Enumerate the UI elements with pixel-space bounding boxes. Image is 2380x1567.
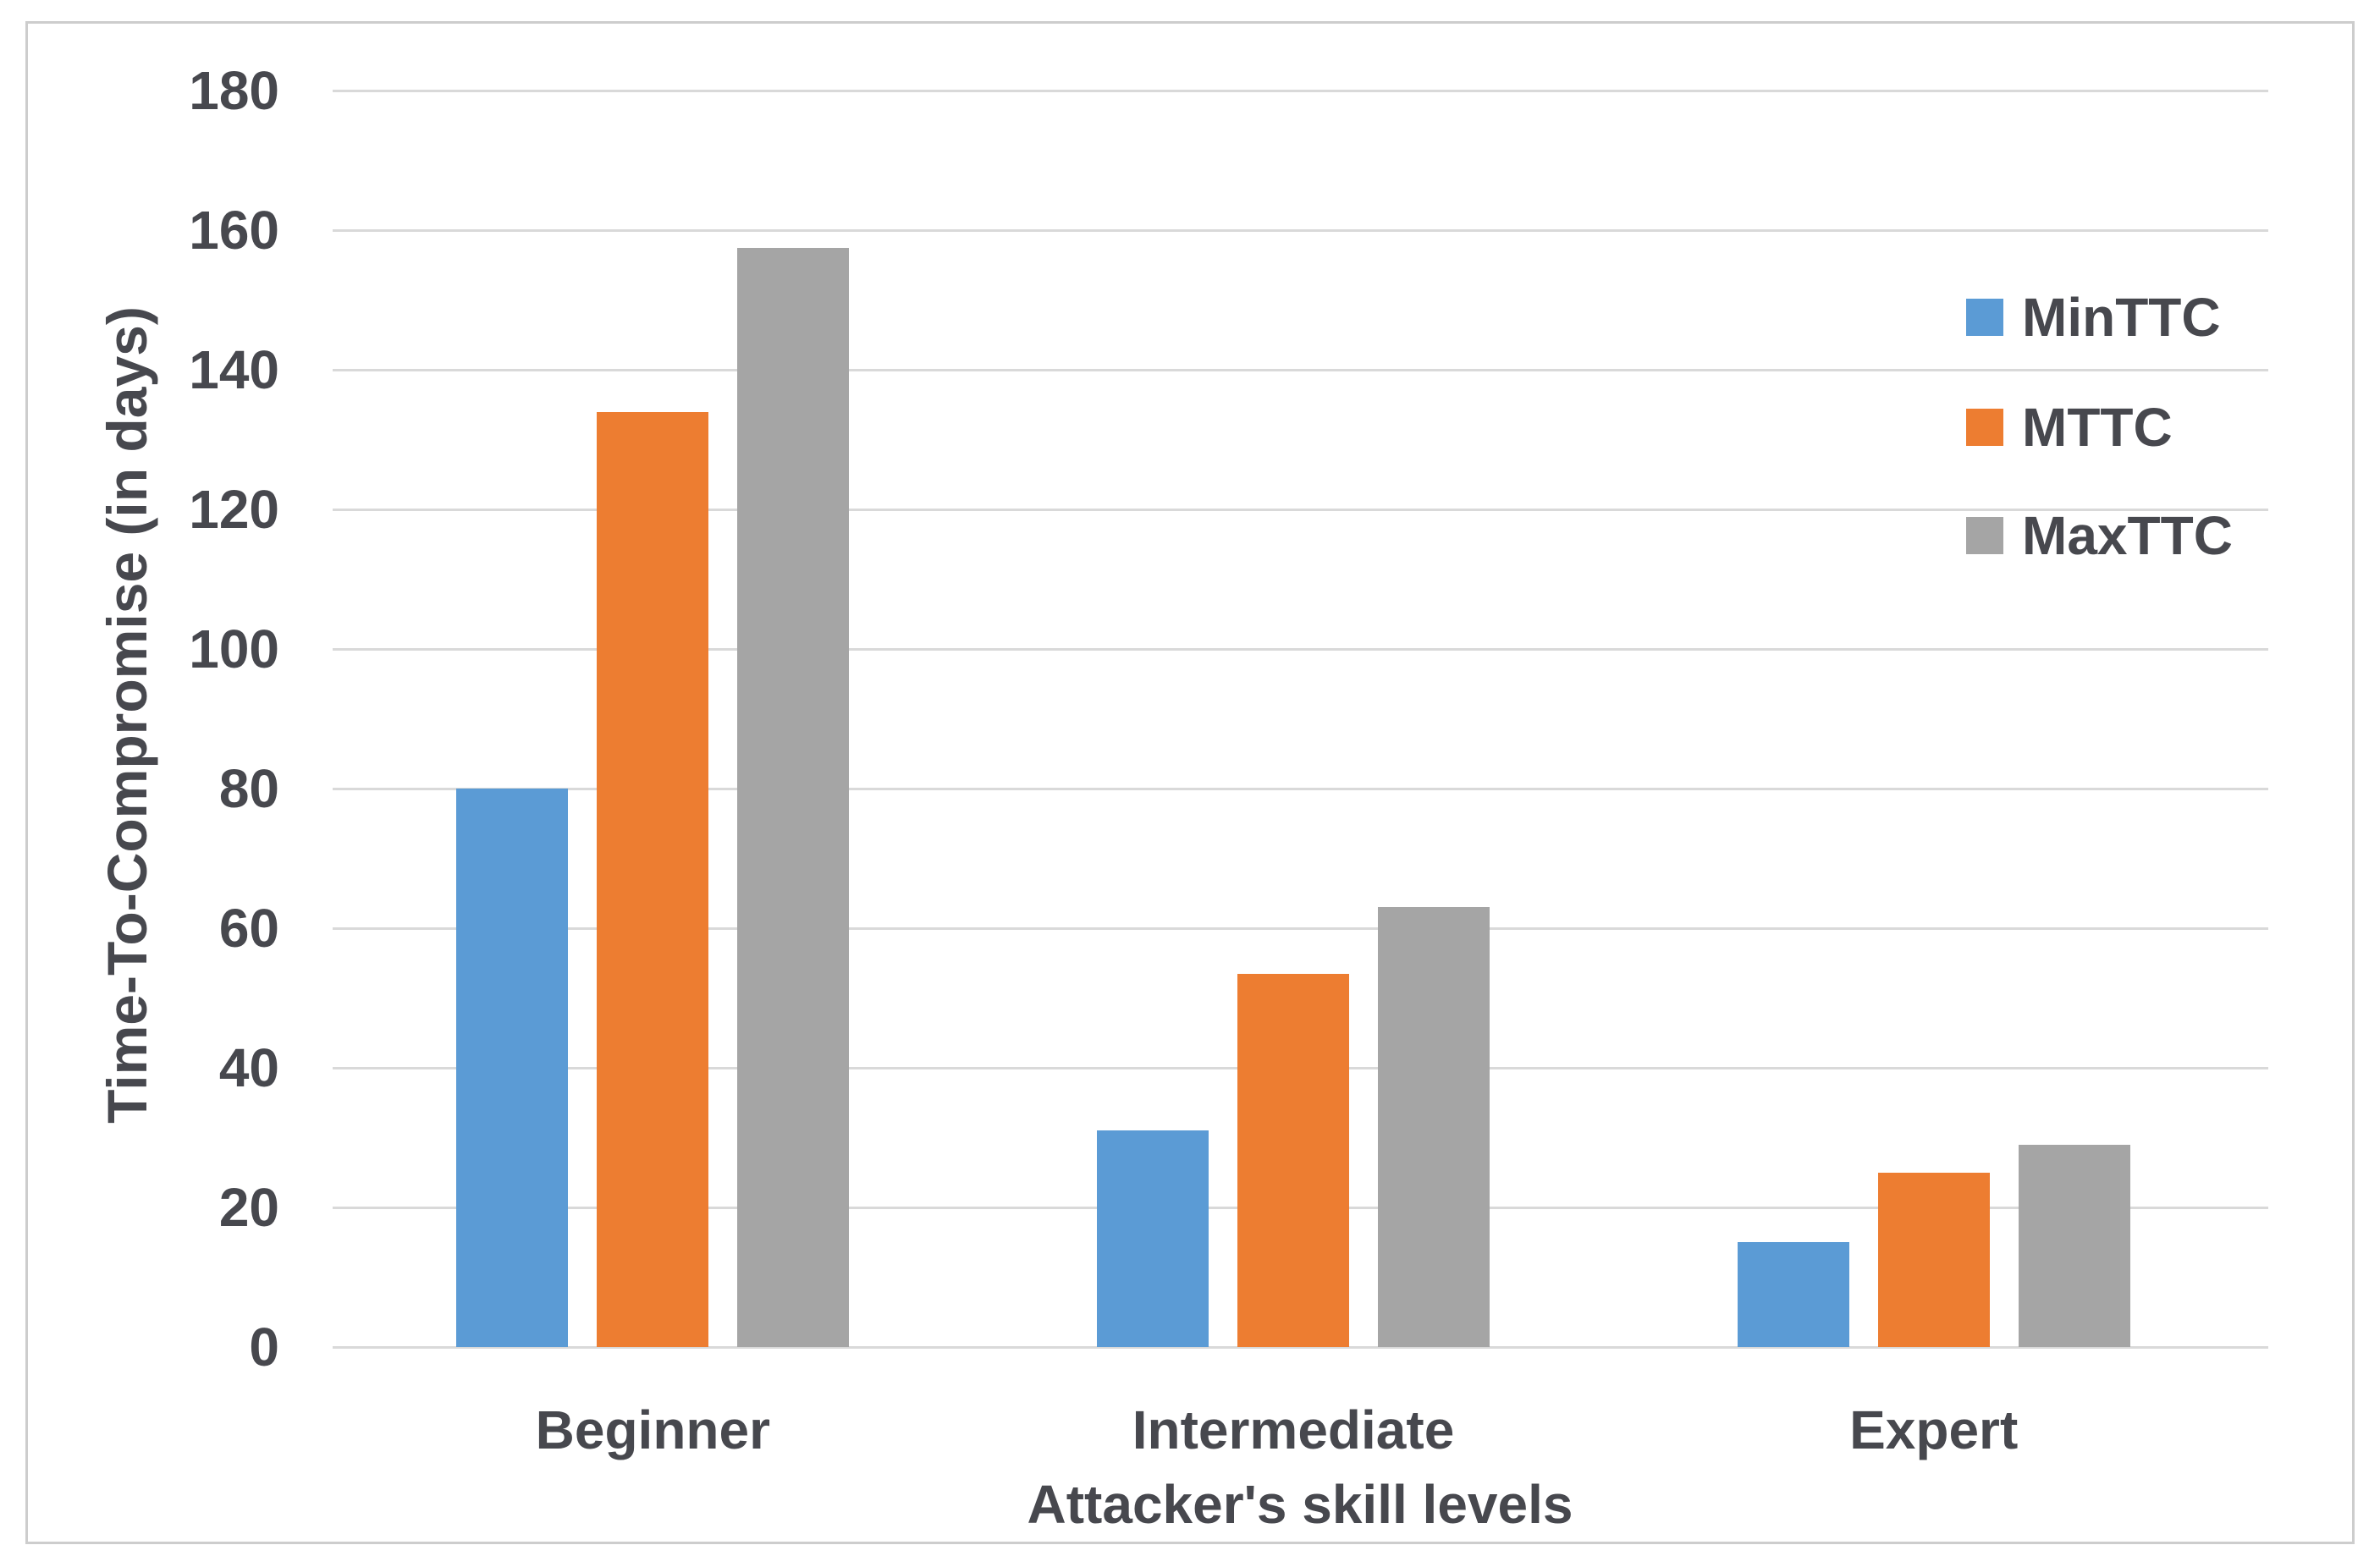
gridline-y-140	[333, 368, 2268, 371]
legend-label-mttc: MTTC	[2022, 397, 2173, 458]
x-tick-label-intermediate: Intermediate	[1132, 1399, 1455, 1460]
gridline-y-120	[333, 508, 2268, 511]
legend-item-minttc: MinTTC	[1966, 283, 2221, 351]
y-tick-label-160: 160	[189, 200, 279, 261]
y-tick-label-80: 80	[218, 758, 279, 819]
x-tick-label-beginner: Beginner	[535, 1399, 771, 1460]
gridline-y-160	[333, 228, 2268, 232]
y-tick-label-40: 40	[218, 1037, 279, 1098]
x-tick-label-expert: Expert	[1849, 1399, 2019, 1460]
bar-mttc-beginner	[597, 411, 709, 1347]
legend-swatch-mttc	[1966, 409, 2003, 446]
y-tick-label-120: 120	[189, 479, 279, 540]
legend-item-maxttc: MaxTTC	[1966, 502, 2233, 569]
legend-label-minttc: MinTTC	[2022, 287, 2221, 348]
legend-swatch-minttc	[1966, 299, 2003, 336]
y-tick-label-180: 180	[189, 60, 279, 121]
y-tick-label-60: 60	[218, 898, 279, 959]
bar-minttc-beginner	[456, 789, 569, 1347]
bar-maxttc-beginner	[737, 247, 850, 1347]
y-tick-label-20: 20	[218, 1177, 279, 1238]
bar-maxttc-intermediate	[1378, 907, 1490, 1347]
legend-swatch-maxttc	[1966, 517, 2003, 554]
gridline-y-0	[333, 1345, 2268, 1349]
bar-mttc-expert	[1877, 1172, 1990, 1347]
gridline-y-60	[333, 926, 2268, 930]
bar-mttc-intermediate	[1237, 973, 1349, 1347]
x-axis-title: Attacker's skill levels	[1027, 1474, 1573, 1535]
bar-minttc-intermediate	[1097, 1130, 1209, 1347]
y-axis-title: Time-To-Compromise (in days)	[96, 306, 158, 1124]
legend-item-mttc: MTTC	[1966, 393, 2173, 461]
y-tick-label-100: 100	[189, 619, 279, 679]
bar-minttc-expert	[1737, 1242, 1849, 1347]
gridline-y-180	[333, 89, 2268, 92]
gridline-y-80	[333, 787, 2268, 790]
gridline-y-100	[333, 647, 2268, 651]
legend-label-maxttc: MaxTTC	[2022, 505, 2233, 566]
plot-area	[333, 89, 2268, 1349]
bar-maxttc-expert	[2018, 1144, 2130, 1347]
y-tick-label-0: 0	[249, 1317, 279, 1377]
y-tick-label-140: 140	[189, 339, 279, 400]
